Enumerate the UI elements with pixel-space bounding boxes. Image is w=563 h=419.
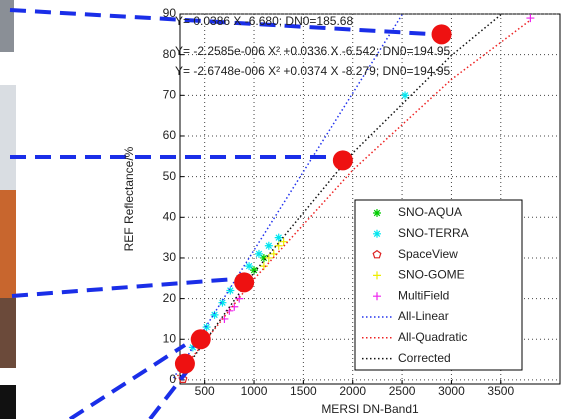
y-tick-label: 60 [163,128,177,142]
fit-line [179,14,502,377]
y-tick-label: 10 [163,331,177,345]
arrow [148,368,190,419]
x-tick-label: 3000 [438,384,465,398]
x-tick-label: 2500 [389,384,416,398]
photo [0,190,16,298]
highlights [174,24,452,374]
photo [0,385,16,419]
legend [354,199,523,371]
point [235,294,244,303]
legend-entries: SNO-AQUA SNO-TERRA SpaceView SNO-GOME MultiF… [362,205,469,365]
equation: Y= -2.2585e-006 X² +0.0336 X -6.542; DN0… [175,44,451,58]
legend-label: Corrected [398,351,451,365]
point [202,323,211,332]
y-tick-label: 20 [163,291,177,305]
highlight-point [174,353,195,374]
point [274,241,283,250]
y-tick-label: 0 [169,372,176,386]
plot-frame [179,13,561,385]
legend-swatch [373,292,381,301]
point [401,91,410,100]
point [250,266,259,275]
y-tick-label: 80 [163,47,177,61]
y-tick-label: 90 [163,6,177,20]
point [259,253,268,262]
fit-line [174,19,531,380]
arrow [68,343,187,419]
y-axis-label: REF Reflectance/% [122,146,136,251]
callout-arrows [9,8,431,419]
legend-label: All-Quadratic [398,330,467,344]
legend-swatch [372,249,382,259]
legend-label: MultiField [398,288,449,302]
photo [0,85,16,190]
legend-swatch [373,229,381,238]
legend-label: SNO-TERRA [398,226,469,240]
point [259,262,268,271]
equation: Y= 0.0386 X -6.680; DN0=185.68 [175,14,353,28]
legend-label: All-Linear [398,309,449,323]
legend-label: SpaceView [398,247,458,261]
point [245,262,254,271]
photo [0,298,16,368]
arrow [11,277,236,298]
point [279,237,288,246]
highlight-point [332,150,353,171]
x-tick-label: 500 [195,384,215,398]
photo [0,0,14,52]
x-tick-label: 1000 [241,384,268,398]
x-axis-label: MERSI DN-Band1 [321,402,419,416]
legend-label: SNO-GOME [398,268,465,282]
point [230,302,239,311]
highlight-point [431,24,452,45]
y-tick-label: 50 [163,169,177,183]
x-tick-label: 2000 [339,384,366,398]
point [526,14,535,23]
y-tick-label: 40 [163,209,177,223]
x-tick-label: 1500 [290,384,317,398]
x-tick-label: 3500 [487,384,514,398]
point [264,241,273,250]
y-tick-label: 70 [163,87,177,101]
point [226,286,235,295]
point [254,249,263,258]
point [210,310,219,319]
highlight-point [234,272,255,293]
y-tick-label: 30 [163,250,177,264]
legend-label: SNO-AQUA [398,205,462,219]
legend-swatch [373,271,381,280]
highlight-point [190,329,211,350]
arrow [9,8,431,36]
legend-swatch [373,209,381,217]
point [264,253,273,262]
equation: Y= -2.6748e-006 X² +0.0374 X -8.279; DN0… [175,64,451,78]
point [274,233,283,242]
photo-strip [0,0,16,419]
point [218,298,227,307]
